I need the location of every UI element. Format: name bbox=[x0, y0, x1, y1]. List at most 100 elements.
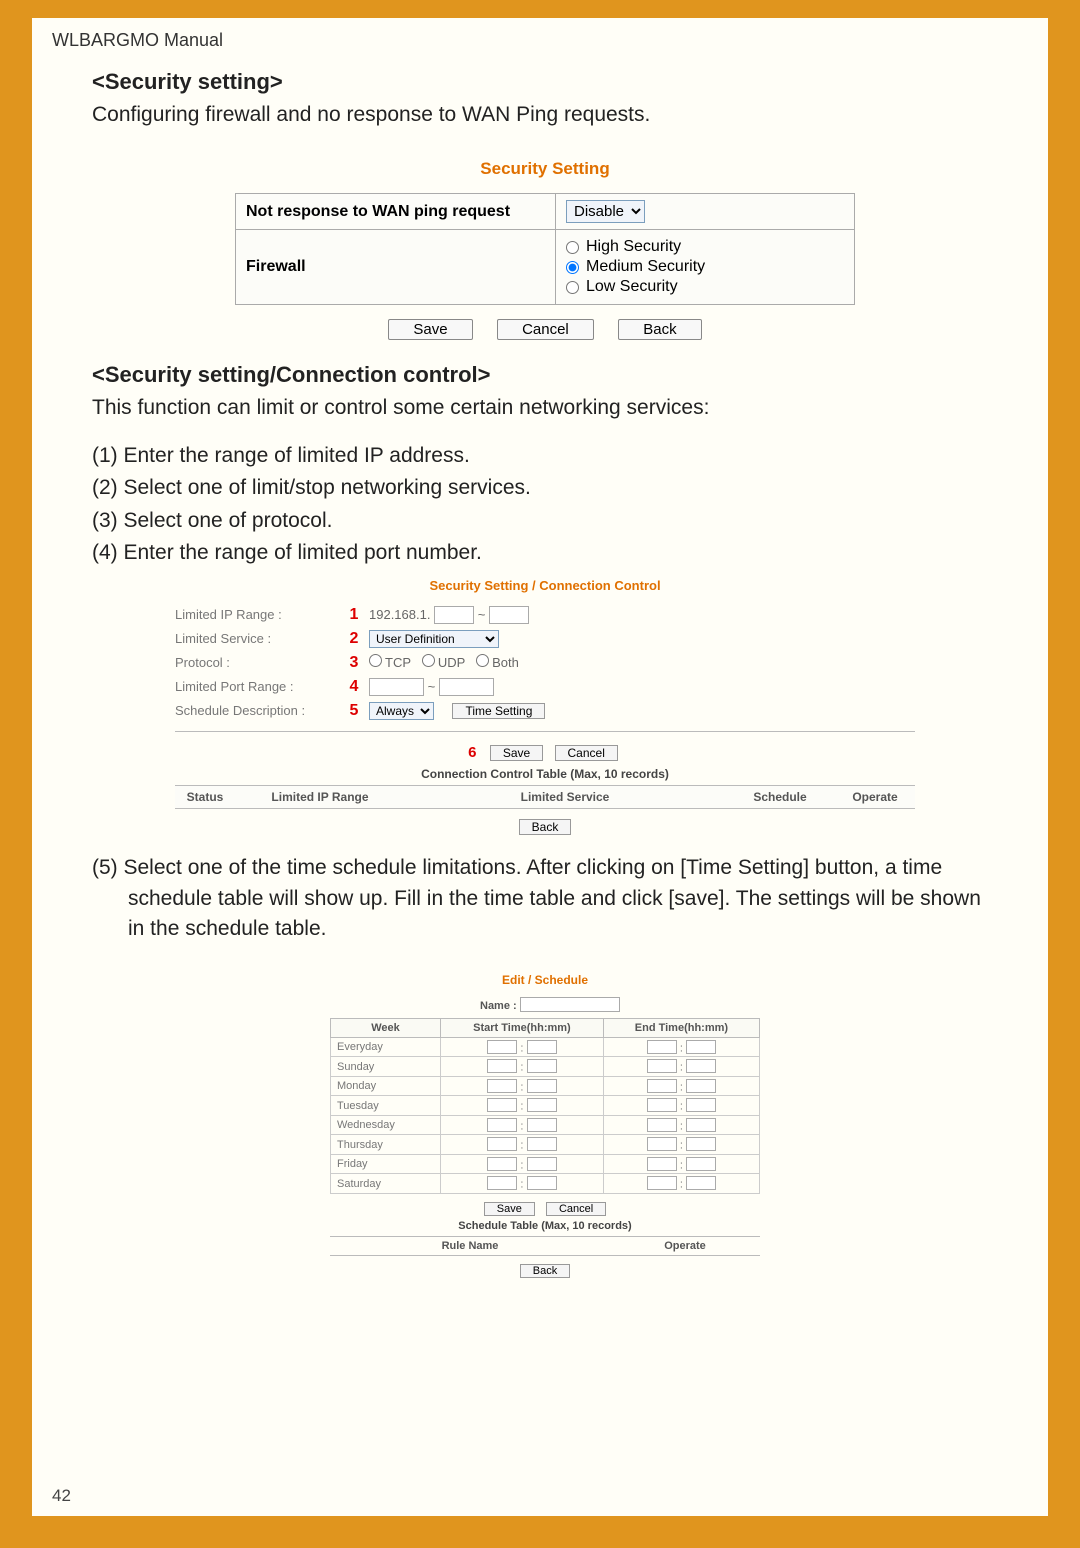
limited-ip-field: 192.168.1. ~ bbox=[369, 603, 915, 627]
protocol-field: TCP UDP Both bbox=[369, 651, 915, 675]
day-cell: Monday bbox=[331, 1076, 441, 1096]
end-hh-input[interactable] bbox=[647, 1157, 677, 1171]
end-hh-input[interactable] bbox=[647, 1118, 677, 1132]
schedule-select[interactable]: Always bbox=[369, 702, 434, 720]
end-hh-input[interactable] bbox=[647, 1059, 677, 1073]
wan-ping-select[interactable]: Disable bbox=[566, 200, 645, 223]
start-hh-input[interactable] bbox=[487, 1118, 517, 1132]
schedule-row: Everyday : : bbox=[331, 1037, 760, 1057]
sched-cancel-button[interactable]: Cancel bbox=[546, 1202, 606, 1216]
ip-from-input[interactable] bbox=[434, 606, 474, 624]
start-hh-input[interactable] bbox=[487, 1157, 517, 1171]
high-security-radio[interactable] bbox=[566, 241, 579, 254]
end-cell: : bbox=[603, 1096, 759, 1116]
both-label: Both bbox=[492, 655, 519, 670]
step-1: (1) Enter the range of limited IP addres… bbox=[92, 441, 998, 471]
schedule-table: Week Start Time(hh:mm) End Time(hh:mm) E… bbox=[330, 1018, 760, 1194]
day-cell: Tuesday bbox=[331, 1096, 441, 1116]
end-mm-input[interactable] bbox=[686, 1059, 716, 1073]
start-hh-input[interactable] bbox=[487, 1176, 517, 1190]
manual-title: WLBARGMO Manual bbox=[32, 18, 1048, 61]
end-mm-input[interactable] bbox=[686, 1137, 716, 1151]
wan-ping-label: Not response to WAN ping request bbox=[236, 194, 556, 230]
end-hh-input[interactable] bbox=[647, 1079, 677, 1093]
sched-back-row: Back bbox=[330, 1264, 760, 1278]
cancel-button[interactable]: Cancel bbox=[497, 319, 594, 340]
security-table: Not response to WAN ping request Disable… bbox=[235, 193, 855, 305]
day-cell: Wednesday bbox=[331, 1115, 441, 1135]
num-6: 6 bbox=[468, 744, 476, 761]
start-hh-input[interactable] bbox=[487, 1079, 517, 1093]
low-security-radio[interactable] bbox=[566, 281, 579, 294]
end-hh-input[interactable] bbox=[647, 1137, 677, 1151]
end-mm-input[interactable] bbox=[686, 1040, 716, 1054]
end-hh-input[interactable] bbox=[647, 1098, 677, 1112]
both-radio[interactable] bbox=[476, 654, 489, 667]
schedule-row: Thursday : : bbox=[331, 1135, 760, 1155]
start-mm-input[interactable] bbox=[527, 1098, 557, 1112]
schedule-row: Tuesday : : bbox=[331, 1096, 760, 1116]
section1-title: <Security setting> bbox=[92, 69, 998, 95]
end-hh-input[interactable] bbox=[647, 1040, 677, 1054]
back-button[interactable]: Back bbox=[618, 319, 701, 340]
panel-buttons: Save Cancel Back bbox=[235, 319, 855, 340]
th-start: Start Time(hh:mm) bbox=[441, 1018, 604, 1037]
port-from-input[interactable] bbox=[369, 678, 424, 696]
start-mm-input[interactable] bbox=[527, 1157, 557, 1171]
end-cell: : bbox=[603, 1115, 759, 1135]
th-rule: Rule Name bbox=[330, 1236, 610, 1255]
schedule-row: Wednesday : : bbox=[331, 1115, 760, 1135]
step-5: (5) Select one of the time schedule limi… bbox=[92, 853, 998, 944]
service-select[interactable]: User Definition bbox=[369, 630, 499, 648]
start-hh-input[interactable] bbox=[487, 1059, 517, 1073]
ip-to-input[interactable] bbox=[489, 606, 529, 624]
schedule-table2: Rule Name Operate bbox=[330, 1236, 760, 1256]
tilde: ~ bbox=[478, 607, 486, 622]
end-mm-input[interactable] bbox=[686, 1157, 716, 1171]
tilde2: ~ bbox=[428, 679, 436, 694]
section2-desc: This function can limit or control some … bbox=[92, 394, 998, 422]
cc-save-button[interactable]: Save bbox=[490, 745, 543, 761]
limited-port-label: Limited Port Range : bbox=[175, 675, 345, 699]
th-end: End Time(hh:mm) bbox=[603, 1018, 759, 1037]
udp-radio[interactable] bbox=[422, 654, 435, 667]
sched-save-button[interactable]: Save bbox=[484, 1202, 535, 1216]
port-to-input[interactable] bbox=[439, 678, 494, 696]
cc-table-title: Connection Control Table (Max, 10 record… bbox=[175, 767, 915, 781]
end-cell: : bbox=[603, 1057, 759, 1077]
end-cell: : bbox=[603, 1076, 759, 1096]
start-mm-input[interactable] bbox=[527, 1176, 557, 1190]
cc-back-button[interactable]: Back bbox=[519, 819, 572, 835]
end-mm-input[interactable] bbox=[686, 1098, 716, 1112]
end-mm-input[interactable] bbox=[686, 1079, 716, 1093]
tcp-radio[interactable] bbox=[369, 654, 382, 667]
cc-cancel-button[interactable]: Cancel bbox=[555, 745, 618, 761]
schedule-name-row: Name : bbox=[330, 997, 760, 1012]
sched-back-button[interactable]: Back bbox=[520, 1264, 570, 1278]
start-hh-input[interactable] bbox=[487, 1137, 517, 1151]
time-setting-button[interactable]: Time Setting bbox=[452, 703, 545, 719]
start-mm-input[interactable] bbox=[527, 1079, 557, 1093]
limited-service-label: Limited Service : bbox=[175, 627, 345, 651]
end-hh-input[interactable] bbox=[647, 1176, 677, 1190]
start-cell: : bbox=[441, 1037, 604, 1057]
step-3: (3) Select one of protocol. bbox=[92, 506, 998, 536]
end-mm-input[interactable] bbox=[686, 1118, 716, 1132]
start-mm-input[interactable] bbox=[527, 1059, 557, 1073]
step-2: (2) Select one of limit/stop networking … bbox=[92, 473, 998, 503]
name-input[interactable] bbox=[520, 997, 620, 1012]
firewall-cell: High Security Medium Security Low Securi… bbox=[556, 230, 855, 305]
start-hh-input[interactable] bbox=[487, 1098, 517, 1112]
start-mm-input[interactable] bbox=[527, 1118, 557, 1132]
save-button[interactable]: Save bbox=[388, 319, 472, 340]
medium-security-radio[interactable] bbox=[566, 261, 579, 274]
start-mm-input[interactable] bbox=[527, 1040, 557, 1054]
end-cell: : bbox=[603, 1037, 759, 1057]
start-mm-input[interactable] bbox=[527, 1137, 557, 1151]
start-hh-input[interactable] bbox=[487, 1040, 517, 1054]
end-mm-input[interactable] bbox=[686, 1176, 716, 1190]
schedule-row: Friday : : bbox=[331, 1154, 760, 1174]
tcp-label: TCP bbox=[385, 655, 411, 670]
content-area: <Security setting> Configuring firewall … bbox=[32, 69, 1048, 1308]
sched-table2-title: Schedule Table (Max, 10 records) bbox=[330, 1220, 760, 1232]
